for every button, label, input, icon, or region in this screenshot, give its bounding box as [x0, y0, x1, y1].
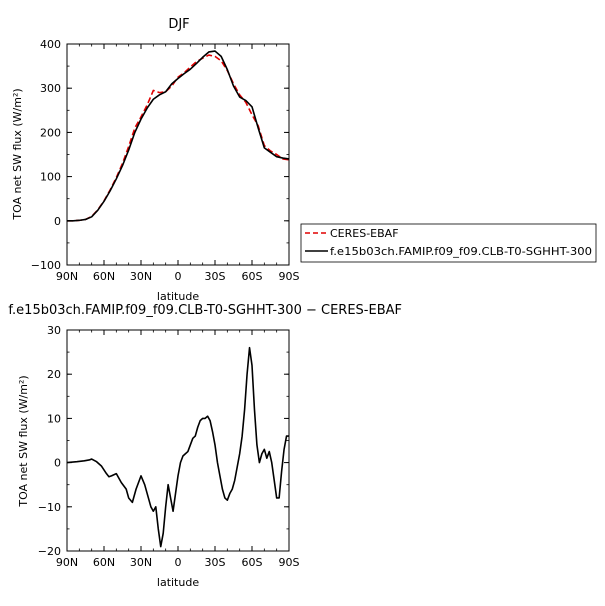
x-tick-label: 90N [56, 556, 78, 569]
y-tick-label: 10 [47, 412, 61, 425]
y-tick-label: 200 [40, 126, 61, 139]
bottom-ticks [66, 329, 290, 552]
legend-label-model: f.e15b03ch.FAMIP.f09_f09.CLB-T0-SGHHT-30… [330, 245, 592, 258]
bottom-y-tick-labels: −20 −10 0 10 20 30 [38, 324, 61, 558]
y-tick-label: 30 [47, 324, 61, 337]
bottom-chart-title: f.e15b03ch.FAMIP.f09_f09.CLB-T0-SGHHT-30… [8, 303, 402, 318]
y-tick-label: 400 [40, 38, 61, 51]
top-series [67, 50, 290, 222]
top-plot-frame [66, 43, 290, 266]
bottom-panel: f.e15b03ch.FAMIP.f09_f09.CLB-T0-SGHHT-30… [8, 303, 402, 589]
top-chart-title: DJF [168, 17, 189, 32]
top-x-axis-label: latitude [157, 290, 199, 303]
bottom-plot-frame [66, 329, 290, 552]
y-tick-label: 100 [40, 171, 61, 184]
y-tick-label: 300 [40, 82, 61, 95]
legend: CERES-EBAF f.e15b03ch.FAMIP.f09_f09.CLB-… [300, 223, 597, 263]
y-tick-label: −10 [38, 501, 61, 514]
series-line-f-e15b03ch-famip-f09-f09-clb-t0-sghht-300 [67, 50, 290, 222]
y-tick-label: −100 [31, 259, 61, 272]
legend-box [300, 223, 597, 263]
x-tick-label: 30S [205, 556, 226, 569]
x-tick-label: 60N [93, 270, 115, 283]
top-y-axis-label: TOA net SW flux (W/m²) [11, 88, 24, 220]
top-y-tick-labels: −100 0 100 200 300 400 [31, 38, 61, 272]
legend-label-ceres: CERES-EBAF [330, 227, 399, 240]
x-tick-label: 60S [242, 270, 263, 283]
x-tick-label: 30N [130, 556, 152, 569]
x-tick-label: 90S [279, 556, 300, 569]
x-tick-label: 30S [205, 270, 226, 283]
y-tick-label: 20 [47, 368, 61, 381]
bottom-y-axis-label: TOA net SW flux (W/m²) [17, 375, 30, 507]
x-tick-label: 0 [175, 270, 182, 283]
x-tick-label: 60S [242, 556, 263, 569]
series-line-difference [66, 346, 289, 548]
y-tick-label: 0 [54, 215, 61, 228]
y-tick-label: 0 [54, 457, 61, 470]
bottom-x-tick-labels: 90N 60N 30N 0 30S 60S 90S [56, 556, 300, 569]
bottom-series [66, 346, 289, 548]
y-tick-label: −20 [38, 545, 61, 558]
x-tick-label: 90N [56, 270, 78, 283]
top-panel: DJF 90N 60N 30N 0 30S 60S 90S −100 0 100 200 300 40… [11, 17, 300, 303]
top-x-tick-labels: 90N 60N 30N 0 30S 60S 90S [56, 270, 300, 283]
series-line-ceres-ebaf [67, 54, 290, 222]
x-tick-label: 90S [279, 270, 300, 283]
x-tick-label: 30N [130, 270, 152, 283]
bottom-x-axis-label: latitude [157, 576, 199, 589]
x-tick-label: 60N [93, 556, 115, 569]
x-tick-label: 0 [175, 556, 182, 569]
